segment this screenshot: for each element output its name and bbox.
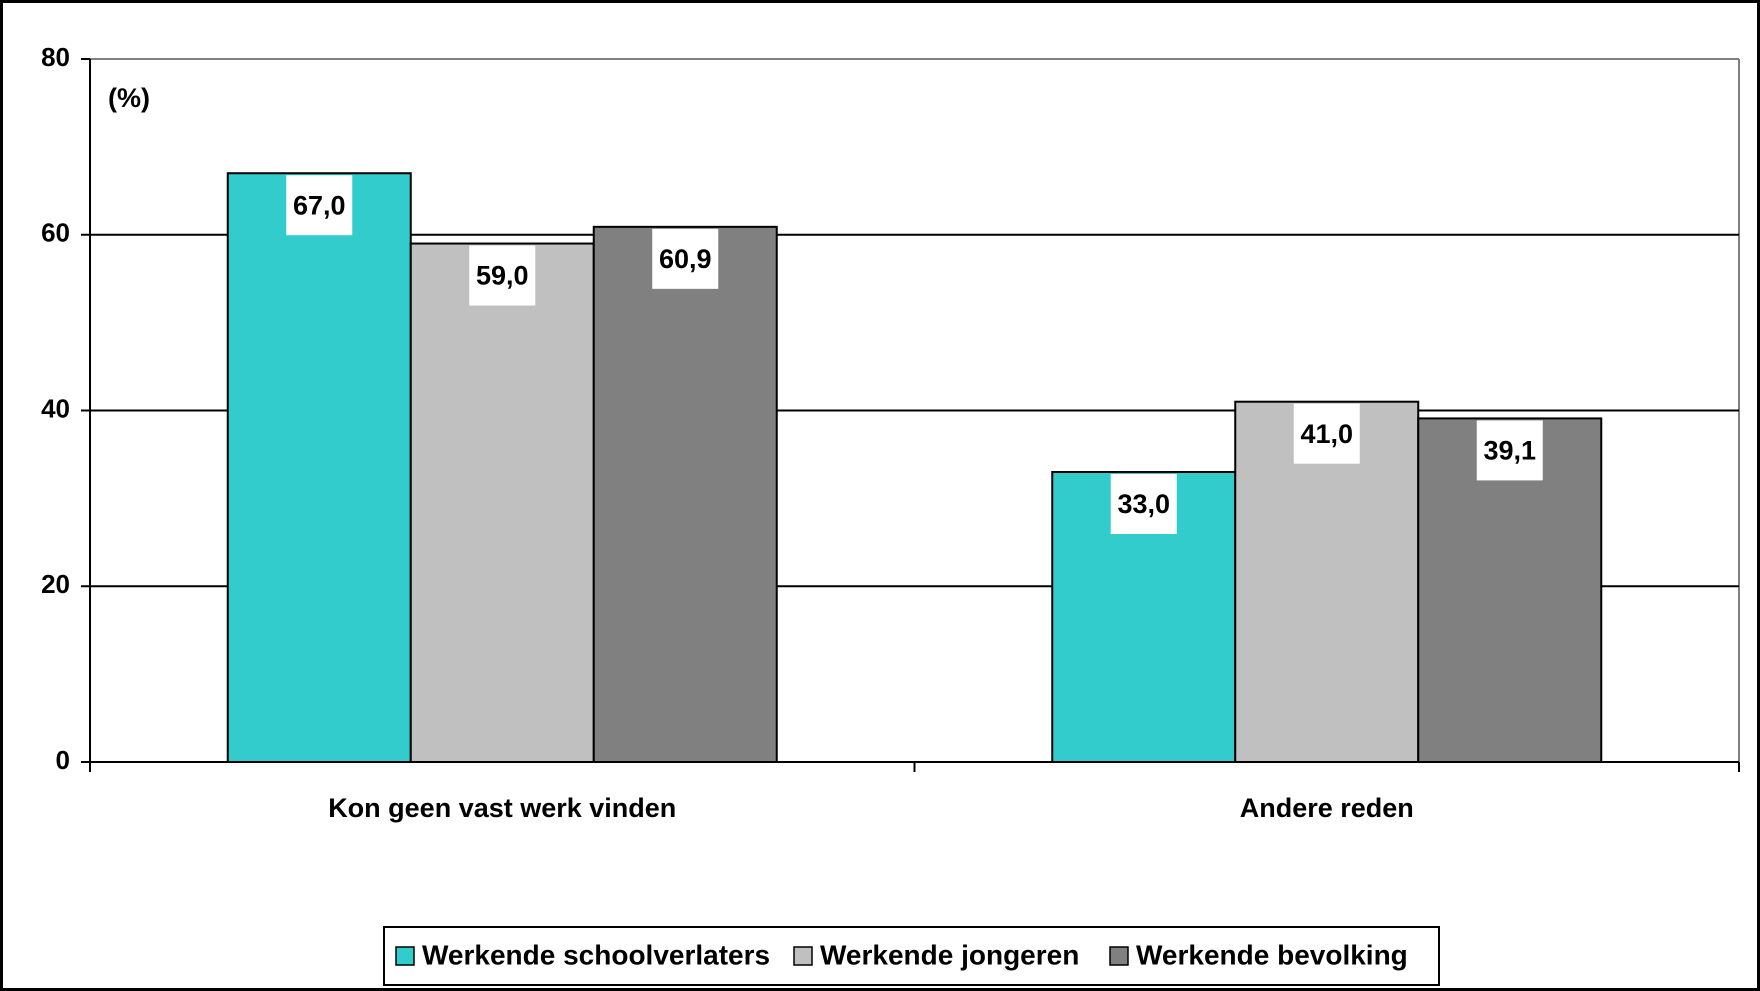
x-tick-label: Andere reden — [1240, 793, 1414, 823]
data-label-bg — [469, 245, 536, 306]
data-label: 60,9 — [659, 244, 712, 274]
bar — [409, 242, 595, 764]
y-tick-label: 20 — [41, 569, 70, 599]
legend-swatch — [395, 946, 415, 966]
data-label: 33,0 — [1117, 489, 1170, 519]
bar — [226, 172, 412, 764]
data-label: 67,0 — [293, 190, 346, 220]
legend-box — [383, 926, 1440, 986]
data-label: 41,0 — [1300, 419, 1353, 449]
data-label-bg — [652, 228, 719, 289]
legend-label: Werkende jongeren — [820, 939, 1079, 970]
data-label: 59,0 — [476, 261, 529, 291]
x-tick-label: Kon geen vast werk vinden — [328, 793, 676, 823]
data-label-bg — [1110, 474, 1177, 535]
data-label-bg — [286, 175, 353, 236]
y-tick-label: 80 — [41, 42, 70, 72]
unit-annotation: (%) — [108, 83, 150, 113]
bar — [592, 225, 778, 763]
data-label-bg — [1476, 420, 1543, 481]
legend-label: Werkende bevolking — [1136, 939, 1408, 970]
legend-swatch — [793, 946, 813, 966]
data-label: 39,1 — [1483, 436, 1536, 466]
data-label-bg — [1293, 403, 1360, 464]
legend-swatch — [1109, 946, 1129, 966]
legend-label: Werkende schoolverlaters — [422, 939, 770, 970]
y-tick-label: 60 — [41, 218, 70, 248]
y-tick-label: 0 — [56, 745, 70, 775]
y-tick-label: 40 — [41, 393, 70, 423]
